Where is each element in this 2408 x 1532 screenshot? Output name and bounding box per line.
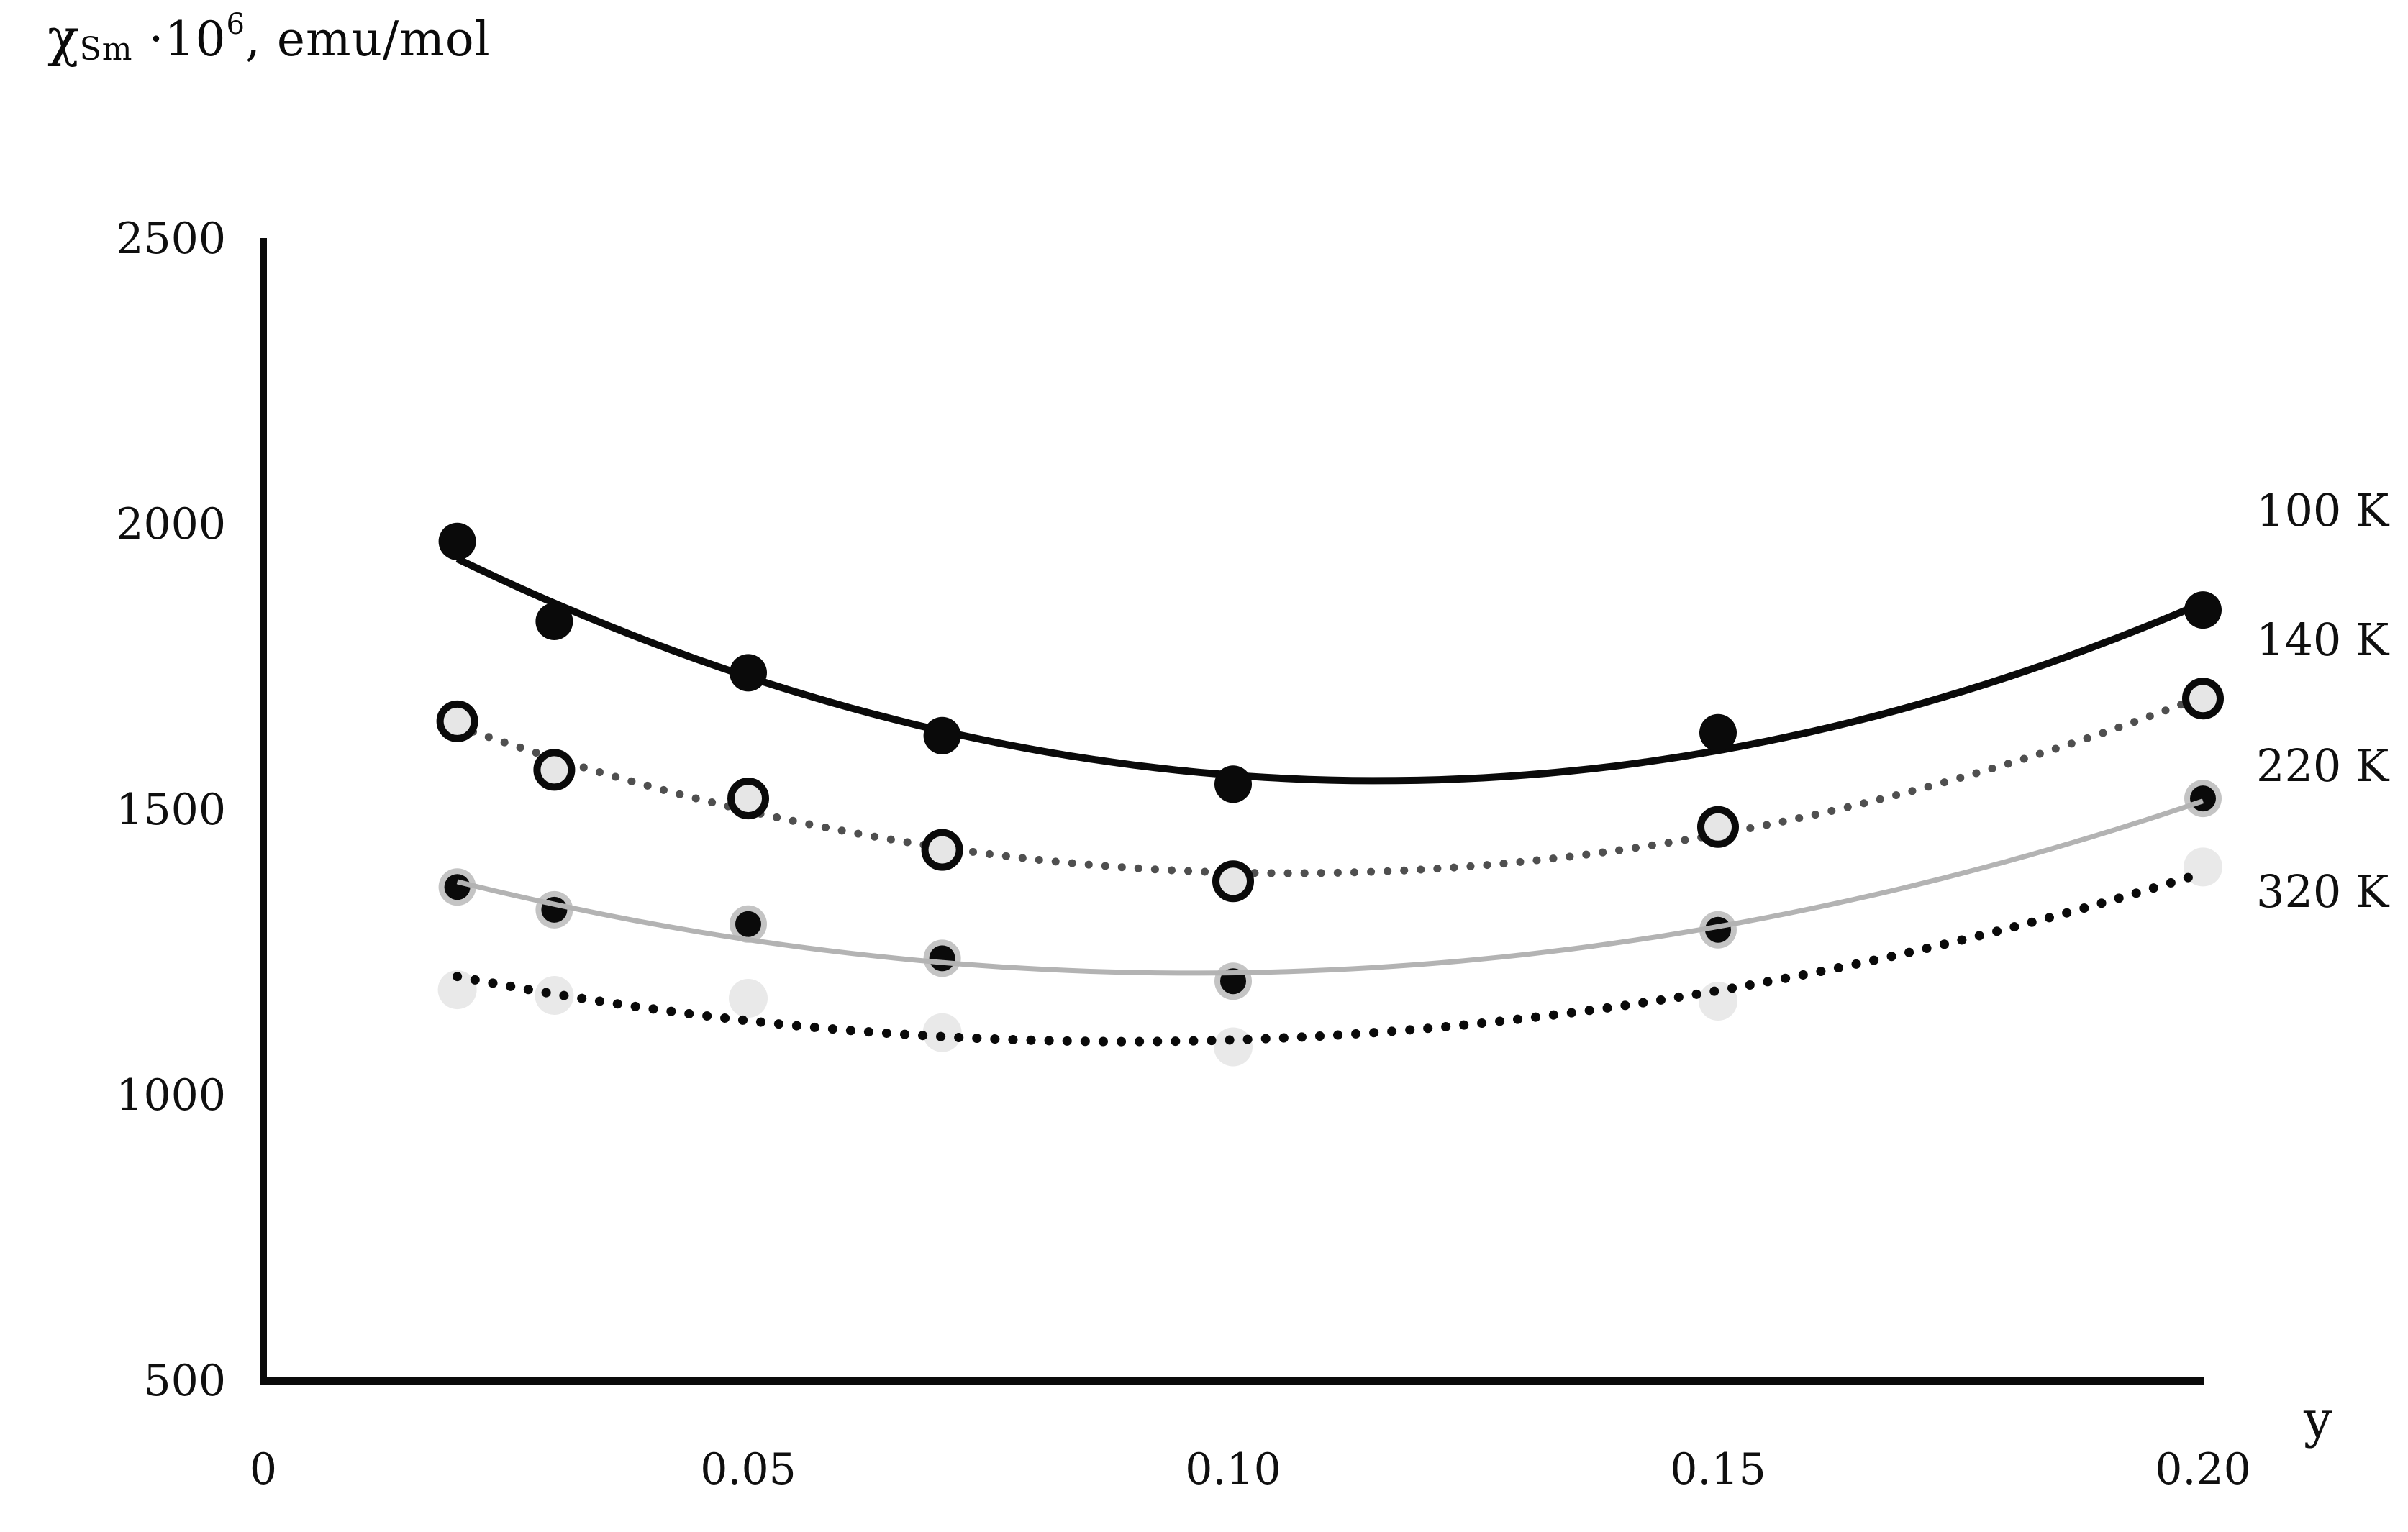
y-axis-title: χSm ·106, emu/mol bbox=[47, 7, 491, 68]
y-axis-title-units: , emu/mol bbox=[245, 12, 491, 67]
data-point-320k bbox=[729, 979, 768, 1018]
y-axis-ticks: 2500 2000 1500 1000 500 bbox=[116, 214, 226, 1406]
data-point-220k bbox=[929, 945, 955, 972]
data-point-320k bbox=[535, 976, 574, 1015]
data-point-140k bbox=[533, 749, 576, 791]
data-point-320k bbox=[2184, 847, 2222, 887]
data-point-140k bbox=[921, 829, 963, 871]
data-point-140k bbox=[2182, 678, 2224, 720]
trend-line-100k bbox=[455, 555, 2204, 785]
data-point-320k bbox=[1699, 982, 1737, 1021]
legend-label-220k: 220 K bbox=[2256, 739, 2390, 792]
data-point-100k bbox=[923, 716, 961, 754]
x-tick-label: 0.10 bbox=[1185, 1444, 1281, 1495]
data-point-100k bbox=[730, 654, 767, 692]
y-tick-label: 500 bbox=[143, 1356, 226, 1406]
data-point-100k bbox=[1699, 713, 1737, 752]
trend-lines-front bbox=[438, 780, 2222, 1047]
legend-label-320k: 320 K bbox=[2256, 865, 2390, 918]
legend-label-140k: 140 K bbox=[2256, 614, 2390, 666]
data-point-100k bbox=[535, 603, 573, 640]
data-point-140k bbox=[1697, 806, 1739, 848]
y-tick-label: 1000 bbox=[116, 1070, 226, 1121]
data-point-140k bbox=[436, 700, 478, 742]
data-point-320k bbox=[437, 970, 477, 1010]
data-point-220k bbox=[735, 911, 761, 937]
legend: 100 K 140 K 220 K 320 K bbox=[2256, 484, 2390, 918]
data-point-140k bbox=[727, 778, 769, 820]
data-markers bbox=[436, 522, 2224, 1067]
y-axis-title-subscript: Sm bbox=[79, 31, 133, 68]
data-point-220k bbox=[2190, 785, 2216, 812]
data-point-140k bbox=[1212, 860, 1254, 903]
data-point-220k bbox=[444, 874, 471, 900]
y-tick-label: 2500 bbox=[116, 214, 226, 264]
data-point-100k bbox=[2184, 591, 2222, 629]
y-tick-label: 1500 bbox=[116, 785, 226, 835]
x-axis-label: y bbox=[2303, 1390, 2332, 1449]
x-tick-label: 0.05 bbox=[700, 1444, 796, 1495]
y-tick-label: 2000 bbox=[116, 499, 226, 550]
trend-line-320k bbox=[453, 868, 2208, 1047]
x-tick-label: 0.15 bbox=[1670, 1444, 1766, 1495]
data-point-100k bbox=[1214, 765, 1252, 803]
x-axis-ticks: 0 0.05 0.10 0.15 0.20 bbox=[250, 1444, 2251, 1495]
y-axis-title-chi: χ bbox=[47, 7, 80, 68]
trend-line-220k bbox=[456, 798, 2204, 976]
trend-lines bbox=[453, 555, 2207, 877]
legend-label-100k: 100 K bbox=[2256, 484, 2390, 537]
x-tick-label: 0 bbox=[250, 1444, 277, 1495]
trend-line-140k bbox=[453, 692, 2207, 877]
data-point-100k bbox=[438, 522, 476, 560]
y-axis-title-superscript: 6 bbox=[226, 8, 245, 41]
y-axis-title-mid: ·10 bbox=[132, 12, 227, 67]
data-point-320k bbox=[1214, 1027, 1253, 1067]
axes bbox=[260, 238, 2204, 1385]
x-tick-label: 0.20 bbox=[2155, 1444, 2251, 1495]
